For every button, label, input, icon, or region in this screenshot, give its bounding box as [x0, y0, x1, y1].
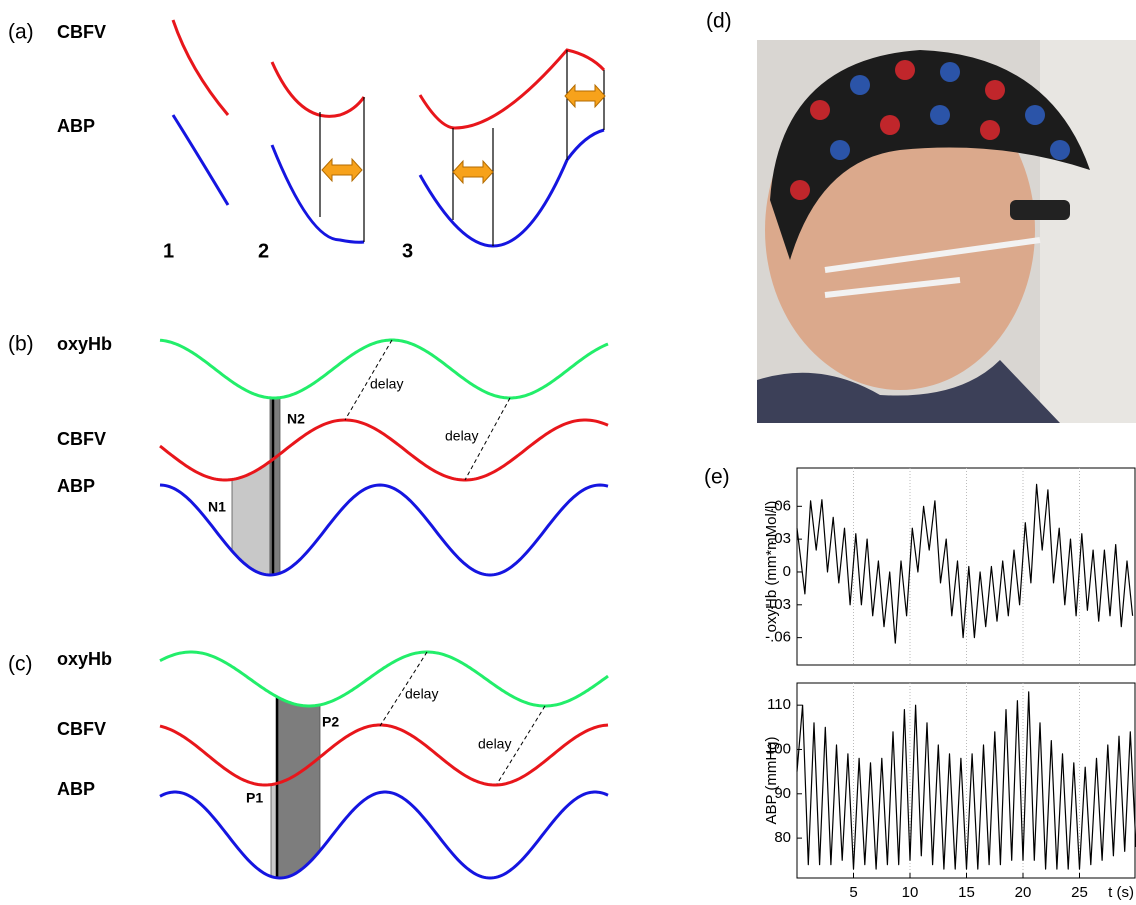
signal-label: oxyHb	[57, 649, 112, 669]
panel-b: (b) oxyHb CBFV ABP delay delay N1 N2	[8, 333, 608, 575]
y-tick-label: 110	[767, 696, 791, 713]
panel-label: (b)	[8, 333, 34, 356]
x-tick-label: 10	[902, 884, 919, 901]
curves	[173, 20, 604, 246]
area-label: P2	[322, 714, 339, 730]
signal-label: CBFV	[57, 429, 106, 449]
delay-label: delay	[445, 428, 478, 444]
wave	[160, 485, 608, 575]
x-tick-label: 15	[958, 884, 975, 901]
signal-label: ABP	[57, 779, 95, 799]
signal-label: CBFV	[57, 719, 106, 739]
wave	[160, 725, 608, 785]
stage-label: 2	[258, 240, 269, 262]
panel-label: (d)	[706, 10, 732, 33]
y-axis-label: ABP (mmHg)	[763, 736, 780, 824]
shaded-area	[278, 697, 320, 878]
stage-label: 1	[163, 240, 174, 262]
stage-label: 3	[402, 240, 413, 262]
shaded-area	[270, 398, 280, 575]
y-tick-label: 80	[774, 829, 791, 846]
panel-label: (a)	[8, 21, 34, 44]
area-label: N1	[208, 499, 226, 515]
signal-line	[797, 484, 1133, 643]
signal-label: oxyHb	[57, 334, 112, 354]
x-tick-label: 5	[849, 884, 857, 901]
panel-label: (c)	[8, 653, 33, 676]
wave	[160, 792, 608, 878]
x-tick-label: 20	[1015, 884, 1032, 901]
signal-label: CBFV	[57, 22, 106, 42]
figure: (a) CBFV ABP 1 2 3 (b) oxyHb CBFV ABP de…	[0, 0, 1136, 905]
signal-label: ABP	[57, 116, 95, 136]
wave	[160, 420, 608, 480]
delay-label: delay	[405, 686, 438, 702]
photo-wall	[1040, 40, 1136, 423]
panel-c: (c) oxyHb CBFV ABP delay delay P1 P2	[8, 649, 608, 878]
arrow	[453, 161, 493, 183]
arrow	[322, 159, 362, 181]
x-axis-label: t (s)	[1108, 884, 1134, 901]
x-tick-label: 25	[1071, 884, 1088, 901]
delay-label: delay	[478, 736, 511, 752]
arrow	[565, 85, 605, 107]
panel-d: (d)	[706, 10, 1136, 423]
delay-label: delay	[370, 376, 403, 392]
area-label: P1	[246, 790, 263, 806]
area-label: N2	[287, 411, 305, 427]
wave	[160, 652, 608, 706]
y-tick-label: 0	[783, 563, 791, 580]
signal-label: ABP	[57, 476, 95, 496]
panel-label: (e)	[704, 466, 730, 489]
panel-a: (a) CBFV ABP 1 2 3	[8, 20, 605, 262]
guide-lines	[320, 50, 604, 246]
y-axis-label: oxyHb (mm*mMol/l)	[763, 501, 780, 633]
photo-probe	[1010, 200, 1070, 220]
